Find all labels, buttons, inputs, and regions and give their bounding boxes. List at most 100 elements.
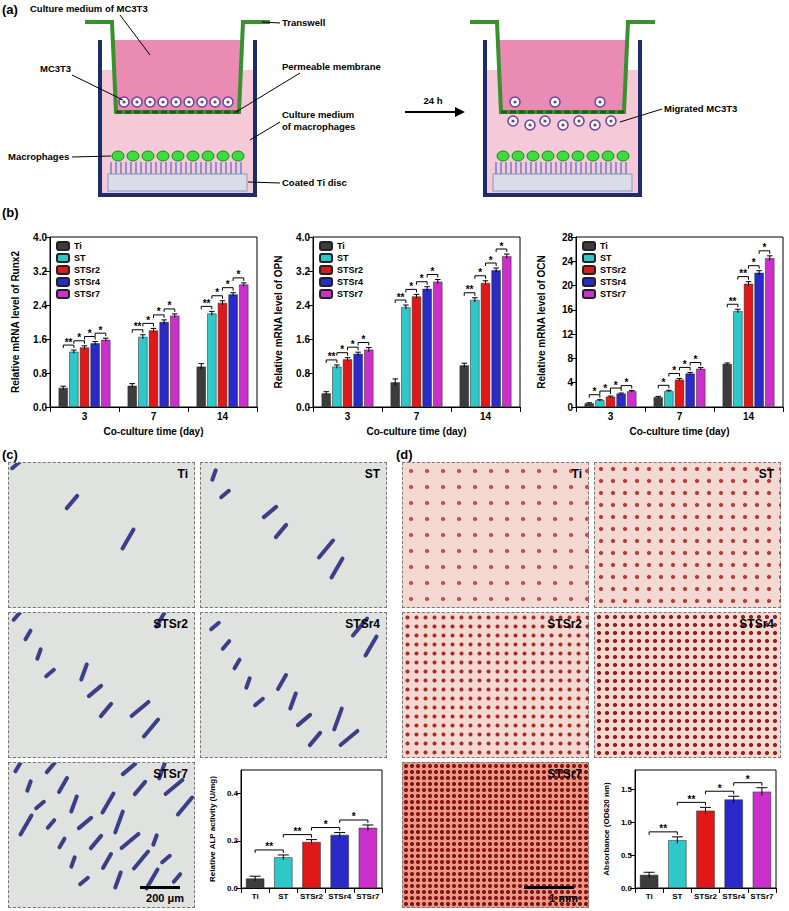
- svg-text:Ti: Ti: [252, 892, 259, 901]
- svg-text:*: *: [683, 359, 687, 370]
- svg-text:2.4: 2.4: [33, 300, 47, 311]
- svg-text:STSr4: STSr4: [337, 277, 363, 287]
- svg-text:7: 7: [151, 411, 157, 422]
- svg-text:**: **: [466, 284, 474, 295]
- svg-text:1.6: 1.6: [296, 334, 310, 345]
- svg-text:*: *: [430, 266, 434, 277]
- svg-text:STSr4: STSr4: [722, 892, 746, 901]
- svg-text:0.0: 0.0: [296, 402, 310, 413]
- svg-text:**: **: [294, 826, 302, 837]
- svg-text:Migrated MC3T3: Migrated MC3T3: [664, 103, 737, 114]
- svg-text:STSr2: STSr2: [74, 265, 100, 275]
- svg-text:**: **: [134, 321, 142, 332]
- svg-text:ST: ST: [672, 892, 682, 901]
- svg-text:Transwell: Transwell: [282, 17, 325, 28]
- svg-text:16: 16: [562, 304, 574, 315]
- svg-text:Relative mRNA level of OCN: Relative mRNA level of OCN: [536, 255, 547, 389]
- svg-text:4.0: 4.0: [33, 232, 47, 243]
- svg-text:**: **: [203, 298, 211, 309]
- svg-text:3: 3: [608, 411, 614, 422]
- svg-text:**: **: [688, 794, 696, 805]
- svg-text:0.0: 0.0: [227, 884, 239, 893]
- svg-text:Permeable membrane: Permeable membrane: [282, 61, 381, 72]
- svg-text:*: *: [762, 242, 766, 253]
- svg-text:28: 28: [562, 232, 574, 243]
- svg-text:3: 3: [345, 411, 351, 422]
- svg-text:*: *: [157, 306, 161, 317]
- svg-text:**: **: [265, 841, 273, 852]
- svg-text:STSr4: STSr4: [328, 892, 352, 901]
- svg-text:MC3T3: MC3T3: [40, 63, 71, 74]
- svg-text:Absorbance (OD620 nm): Absorbance (OD620 nm): [602, 782, 611, 876]
- svg-text:*: *: [420, 273, 424, 284]
- svg-text:4.0: 4.0: [296, 232, 310, 243]
- svg-text:*: *: [478, 267, 482, 278]
- svg-text:14: 14: [217, 411, 229, 422]
- svg-text:of macrophages: of macrophages: [282, 121, 355, 132]
- svg-text:STSr2: STSr2: [600, 265, 626, 275]
- svg-text:0: 0: [567, 402, 573, 413]
- svg-text:*: *: [351, 339, 355, 350]
- svg-text:20: 20: [562, 280, 574, 291]
- svg-text:*: *: [614, 380, 618, 391]
- svg-text:**: **: [397, 292, 405, 303]
- svg-text:1.0: 1.0: [621, 818, 633, 827]
- svg-text:ST: ST: [278, 892, 288, 901]
- svg-text:Culture medium of MC3T3: Culture medium of MC3T3: [30, 3, 148, 14]
- svg-text:Culture medium: Culture medium: [282, 109, 354, 120]
- svg-text:7: 7: [414, 411, 420, 422]
- svg-text:*: *: [672, 365, 676, 376]
- svg-text:STSr7: STSr7: [337, 289, 363, 299]
- svg-text:*: *: [662, 377, 666, 388]
- svg-text:Ti: Ti: [600, 241, 608, 251]
- svg-text:Co-culture time (day): Co-culture time (day): [103, 426, 203, 437]
- svg-text:0.2: 0.2: [227, 836, 239, 845]
- svg-text:3: 3: [82, 411, 88, 422]
- svg-text:**: **: [328, 351, 336, 362]
- svg-text:0.8: 0.8: [296, 368, 310, 379]
- svg-text:Relative ALP activity (U/mg): Relative ALP activity (U/mg): [208, 776, 217, 882]
- svg-text:Ti: Ti: [646, 892, 653, 901]
- svg-text:*: *: [718, 783, 722, 794]
- svg-text:2.4: 2.4: [296, 300, 310, 311]
- svg-text:*: *: [340, 344, 344, 355]
- svg-text:**: **: [739, 268, 747, 279]
- svg-text:*: *: [352, 811, 356, 822]
- svg-text:*: *: [746, 774, 750, 785]
- svg-text:*: *: [409, 281, 413, 292]
- svg-text:*: *: [215, 287, 219, 298]
- svg-text:STSr2: STSr2: [300, 892, 324, 901]
- svg-text:Co-culture time (day): Co-culture time (day): [629, 426, 729, 437]
- svg-text:ST: ST: [600, 253, 612, 263]
- svg-text:14: 14: [480, 411, 492, 422]
- svg-text:STSr7: STSr7: [600, 289, 626, 299]
- svg-text:Macrophages: Macrophages: [8, 151, 69, 162]
- svg-text:STSr7: STSr7: [750, 892, 774, 901]
- svg-text:*: *: [624, 377, 628, 388]
- svg-text:*: *: [603, 383, 607, 394]
- svg-text:*: *: [324, 819, 328, 830]
- svg-text:0.4: 0.4: [227, 789, 239, 798]
- svg-text:7: 7: [677, 411, 683, 422]
- svg-text:14: 14: [743, 411, 755, 422]
- svg-text:*: *: [499, 241, 503, 252]
- svg-text:24: 24: [562, 256, 574, 267]
- svg-text:*: *: [98, 325, 102, 336]
- svg-text:3.2: 3.2: [33, 266, 47, 277]
- svg-text:**: **: [729, 296, 737, 307]
- svg-text:*: *: [167, 300, 171, 311]
- svg-text:*: *: [236, 269, 240, 280]
- svg-text:STSr4: STSr4: [600, 277, 626, 287]
- svg-text:8: 8: [567, 353, 573, 364]
- svg-text:1.6: 1.6: [33, 334, 47, 345]
- svg-text:*: *: [361, 334, 365, 345]
- svg-text:STSr2: STSr2: [337, 265, 363, 275]
- svg-text:STSr2: STSr2: [694, 892, 718, 901]
- svg-text:0.0: 0.0: [621, 884, 633, 893]
- svg-text:4: 4: [567, 377, 573, 388]
- svg-text:0.0: 0.0: [33, 402, 47, 413]
- svg-text:**: **: [659, 823, 667, 834]
- svg-text:12: 12: [562, 329, 574, 340]
- svg-text:24 h: 24 h: [423, 95, 442, 106]
- svg-text:*: *: [77, 332, 81, 343]
